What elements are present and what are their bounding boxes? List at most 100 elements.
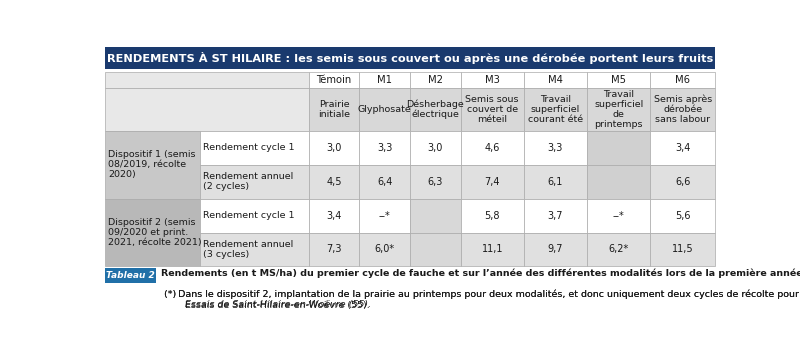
- Text: Rendements (en t MS/ha) du premier cycle de fauche et sur l’année des différente: Rendements (en t MS/ha) du premier cycle…: [161, 269, 800, 278]
- Text: Dispositif 1 (semis
08/2019, récolte
2020): Dispositif 1 (semis 08/2019, récolte 202…: [108, 150, 195, 179]
- Text: Rendement cycle 1: Rendement cycle 1: [203, 211, 294, 220]
- Text: 3,3: 3,3: [548, 143, 563, 153]
- FancyBboxPatch shape: [461, 165, 524, 198]
- FancyBboxPatch shape: [461, 198, 524, 233]
- Text: Essais de Saint-Hilaire-en-Woëvre (55).: Essais de Saint-Hilaire-en-Woëvre (55).: [161, 300, 371, 309]
- FancyBboxPatch shape: [309, 72, 359, 88]
- Text: 3,4: 3,4: [675, 143, 690, 153]
- Text: M6: M6: [675, 75, 690, 85]
- Text: 4,6: 4,6: [485, 143, 500, 153]
- Text: (*) Dans le dispositif 2, implantation de la prairie au printemps pour deux moda: (*) Dans le dispositif 2, implantation d…: [161, 290, 800, 310]
- Text: 3,0: 3,0: [326, 143, 342, 153]
- Text: Témoin: Témoin: [317, 75, 352, 85]
- FancyBboxPatch shape: [524, 72, 587, 88]
- FancyBboxPatch shape: [587, 233, 650, 267]
- Text: Rendement annuel
(2 cycles): Rendement annuel (2 cycles): [203, 172, 293, 191]
- FancyBboxPatch shape: [410, 72, 461, 88]
- Text: Dispositif 2 (semis
09/2020 et print.
2021, récolte 2021): Dispositif 2 (semis 09/2020 et print. 20…: [108, 218, 202, 247]
- FancyBboxPatch shape: [410, 198, 461, 233]
- Text: Désherbage
électrique: Désherbage électrique: [406, 99, 464, 120]
- Text: Glyphosate: Glyphosate: [358, 105, 411, 114]
- FancyBboxPatch shape: [524, 198, 587, 233]
- FancyBboxPatch shape: [461, 233, 524, 267]
- FancyBboxPatch shape: [105, 268, 156, 283]
- FancyBboxPatch shape: [650, 198, 715, 233]
- FancyBboxPatch shape: [524, 165, 587, 198]
- FancyBboxPatch shape: [359, 72, 410, 88]
- Text: --*: --*: [379, 211, 390, 220]
- FancyBboxPatch shape: [650, 88, 715, 131]
- Text: RENDEMENTS À ST HILAIRE : les semis sous couvert ou après une dérobée portent le: RENDEMENTS À ST HILAIRE : les semis sous…: [107, 52, 713, 64]
- Text: M3: M3: [485, 75, 500, 85]
- Text: Semis sous
couvert de
méteil: Semis sous couvert de méteil: [466, 95, 519, 124]
- FancyBboxPatch shape: [359, 88, 410, 131]
- FancyBboxPatch shape: [650, 72, 715, 88]
- FancyBboxPatch shape: [309, 233, 359, 267]
- FancyBboxPatch shape: [105, 88, 309, 131]
- Text: 3,4: 3,4: [326, 211, 342, 220]
- FancyBboxPatch shape: [359, 131, 410, 165]
- FancyBboxPatch shape: [105, 72, 309, 88]
- FancyBboxPatch shape: [410, 88, 461, 131]
- FancyBboxPatch shape: [309, 198, 359, 233]
- FancyBboxPatch shape: [587, 88, 650, 131]
- Text: 6,2*: 6,2*: [609, 245, 629, 255]
- FancyBboxPatch shape: [410, 233, 461, 267]
- FancyBboxPatch shape: [650, 165, 715, 198]
- Text: Travail
superficiel
courant été: Travail superficiel courant été: [528, 95, 583, 124]
- Text: 11,5: 11,5: [672, 245, 694, 255]
- FancyBboxPatch shape: [587, 165, 650, 198]
- Text: Rendement cycle 1: Rendement cycle 1: [203, 143, 294, 152]
- Text: 6,4: 6,4: [377, 176, 392, 187]
- FancyBboxPatch shape: [650, 131, 715, 165]
- FancyBboxPatch shape: [359, 165, 410, 198]
- FancyBboxPatch shape: [309, 88, 359, 131]
- Text: 9,7: 9,7: [548, 245, 563, 255]
- FancyBboxPatch shape: [461, 88, 524, 131]
- FancyBboxPatch shape: [410, 165, 461, 198]
- FancyBboxPatch shape: [200, 165, 309, 198]
- Text: Travail
superficiel
de
printemps: Travail superficiel de printemps: [594, 90, 643, 129]
- Text: 6,3: 6,3: [428, 176, 443, 187]
- FancyBboxPatch shape: [587, 72, 650, 88]
- FancyBboxPatch shape: [461, 131, 524, 165]
- FancyBboxPatch shape: [524, 88, 587, 131]
- Text: Semis après
dérobée
sans labour: Semis après dérobée sans labour: [654, 95, 712, 124]
- Text: 6,0*: 6,0*: [374, 245, 394, 255]
- Text: M4: M4: [548, 75, 563, 85]
- Text: M1: M1: [377, 75, 392, 85]
- FancyBboxPatch shape: [105, 47, 715, 69]
- Text: 5,8: 5,8: [485, 211, 500, 220]
- FancyBboxPatch shape: [524, 233, 587, 267]
- Text: 4,5: 4,5: [326, 176, 342, 187]
- Text: M2: M2: [428, 75, 443, 85]
- Text: 11,1: 11,1: [482, 245, 503, 255]
- FancyBboxPatch shape: [461, 72, 524, 88]
- FancyBboxPatch shape: [105, 131, 200, 198]
- Text: (*) Dans le dispositif 2, implantation de la prairie au printemps pour deux moda: (*) Dans le dispositif 2, implantation d…: [161, 290, 800, 299]
- Text: 5,6: 5,6: [675, 211, 690, 220]
- FancyBboxPatch shape: [200, 131, 309, 165]
- Text: 3,0: 3,0: [428, 143, 443, 153]
- Text: M5: M5: [611, 75, 626, 85]
- FancyBboxPatch shape: [200, 198, 309, 233]
- Text: Prairie
initiale: Prairie initiale: [318, 100, 350, 119]
- FancyBboxPatch shape: [587, 198, 650, 233]
- FancyBboxPatch shape: [587, 131, 650, 165]
- Text: 6,6: 6,6: [675, 176, 690, 187]
- Text: Tableau 2: Tableau 2: [106, 271, 154, 280]
- Text: --*: --*: [613, 211, 625, 220]
- Text: 3,7: 3,7: [548, 211, 563, 220]
- FancyBboxPatch shape: [309, 131, 359, 165]
- Text: 7,3: 7,3: [326, 245, 342, 255]
- FancyBboxPatch shape: [309, 165, 359, 198]
- Text: 3,3: 3,3: [377, 143, 392, 153]
- Text: 7,4: 7,4: [485, 176, 500, 187]
- FancyBboxPatch shape: [200, 233, 309, 267]
- FancyBboxPatch shape: [359, 198, 410, 233]
- FancyBboxPatch shape: [524, 131, 587, 165]
- FancyBboxPatch shape: [410, 131, 461, 165]
- FancyBboxPatch shape: [650, 233, 715, 267]
- Text: Rendement annuel
(3 cycles): Rendement annuel (3 cycles): [203, 240, 293, 259]
- Text: 6,1: 6,1: [548, 176, 563, 187]
